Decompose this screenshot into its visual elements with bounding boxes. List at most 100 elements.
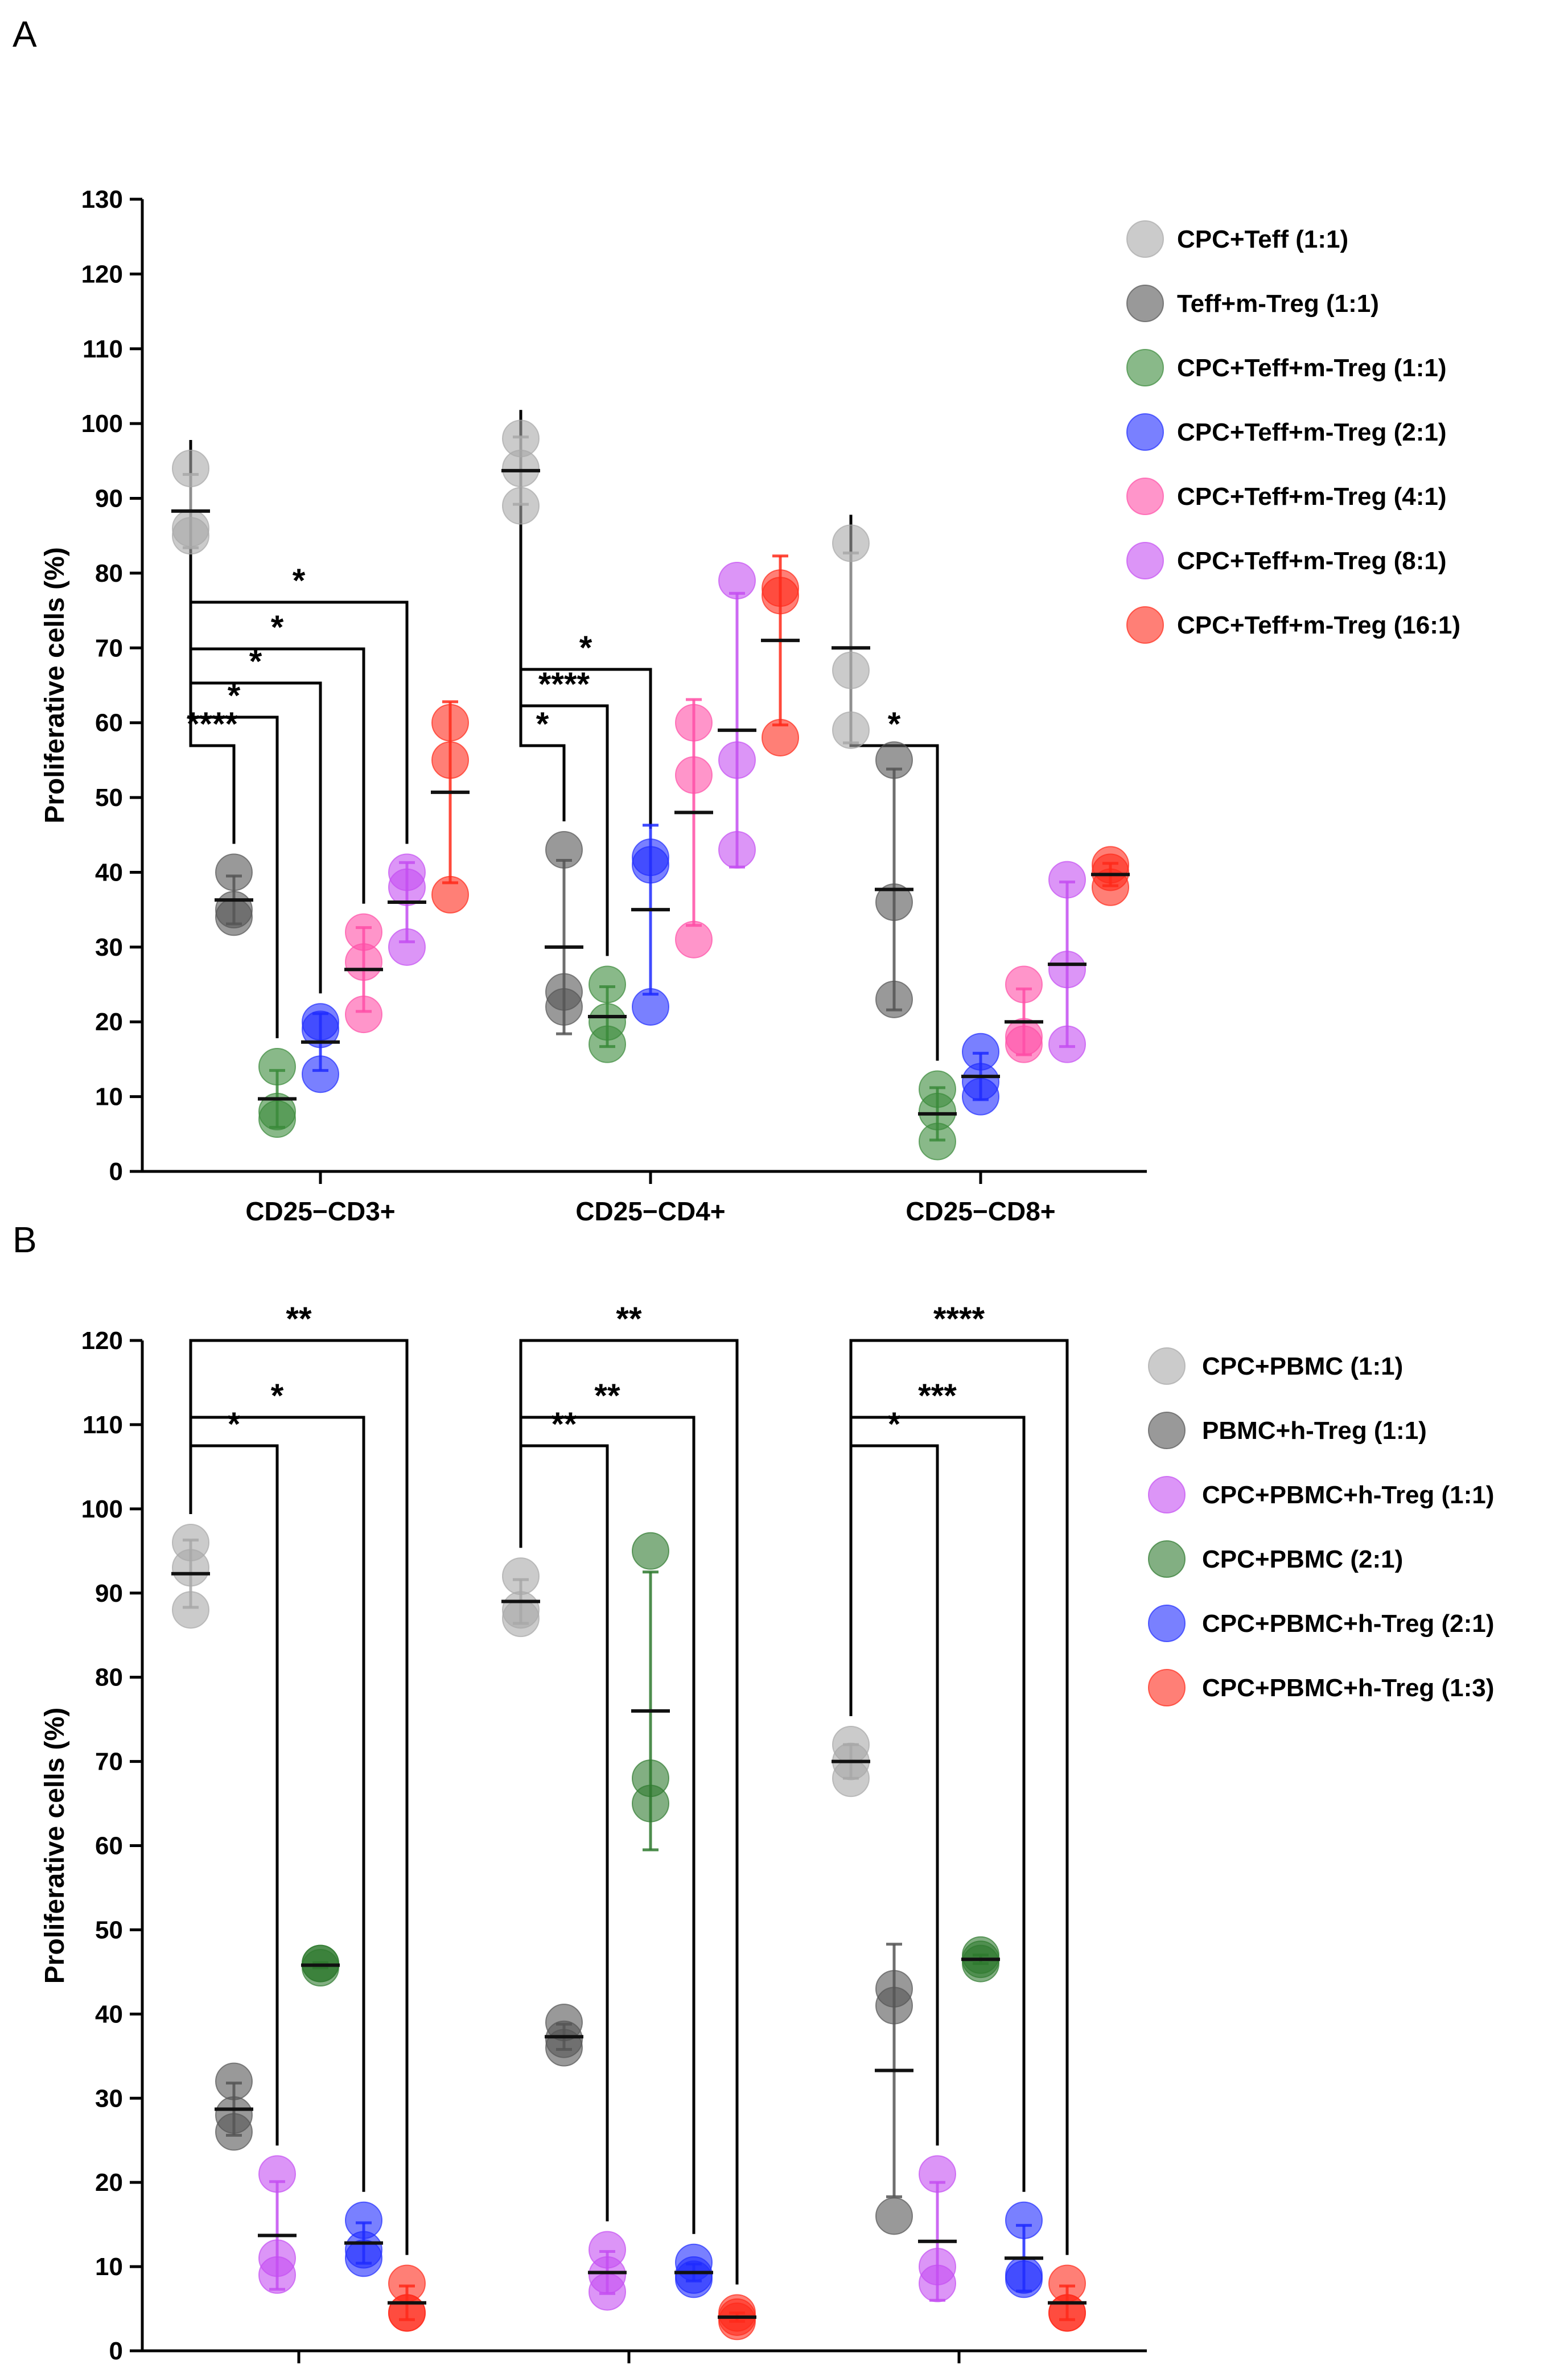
data-point	[919, 2264, 956, 2302]
data-point	[215, 853, 253, 891]
data-point	[962, 1944, 999, 1983]
significance-label: **	[551, 1406, 577, 1443]
legend-marker	[1148, 1605, 1186, 1642]
y-tick-label: 60	[95, 1832, 123, 1860]
panel-a-chart: 0 10 20 30 40 50 60 70 80 90 100 110 120 130 Prolifera…	[40, 186, 1460, 1226]
legend-label: Teff+m-Treg (1:1)	[1177, 290, 1379, 318]
y-tick-label: 20	[95, 1008, 123, 1036]
data-point	[962, 1077, 999, 1116]
legend-label: CPC+PBMC+h-Treg (2:1)	[1202, 1610, 1494, 1638]
data-point	[632, 1784, 669, 1823]
significance-label: *	[249, 643, 262, 680]
legend-marker	[1126, 285, 1164, 322]
data-point	[431, 875, 469, 914]
data-point	[762, 577, 799, 615]
legend-label: CPC+Teff+m-Treg (16:1)	[1177, 611, 1460, 639]
legend-label: CPC+Teff+m-Treg (1:1)	[1177, 354, 1447, 382]
data-point	[545, 988, 583, 1026]
x-category-label: CD25−CD8+	[906, 1196, 1055, 1226]
data-point	[215, 898, 253, 936]
data-point	[675, 704, 713, 742]
data-point	[875, 2197, 913, 2235]
data-point	[832, 1759, 870, 1798]
legend-marker	[1148, 1540, 1186, 1578]
y-tick-label: 120	[81, 260, 123, 288]
data-point	[502, 1599, 540, 1638]
legend-label: CPC+PBMC (1:1)	[1202, 1352, 1403, 1380]
y-tick-label: 110	[83, 1411, 123, 1439]
significance-bracket	[519, 1444, 609, 2222]
legend-label: CPC+PBMC+h-Treg (1:3)	[1202, 1674, 1494, 1702]
legend-marker	[1148, 1412, 1186, 1449]
significance-label: ****	[538, 666, 590, 703]
y-tick-label: 120	[81, 1327, 123, 1355]
y-tick-label: 30	[95, 933, 123, 961]
y-tick-label: 90	[95, 485, 123, 513]
data-point	[632, 846, 669, 884]
data-point	[1048, 951, 1086, 989]
significance-bracket	[189, 1339, 409, 2255]
legend-label: CPC+Teff+m-Treg (4:1)	[1177, 483, 1447, 511]
legend-label: CPC+Teff+m-Treg (8:1)	[1177, 547, 1447, 575]
data-point	[345, 2239, 382, 2277]
data-point	[588, 1025, 626, 1063]
legend-label: PBMC+h-Treg (1:1)	[1202, 1417, 1427, 1445]
panel-letter-a: A	[13, 14, 37, 55]
data-point	[545, 2029, 583, 2067]
data-point	[215, 2113, 253, 2151]
data-point	[1048, 1025, 1086, 1063]
significance-bracket	[189, 439, 236, 844]
y-tick-label: 100	[81, 1495, 123, 1523]
data-point	[875, 883, 913, 922]
panel-b-chart: 0 10 20 30 40 50 60 70 80 90 100 110 120 Proliferativ…	[40, 1301, 1494, 2365]
data-point	[718, 831, 756, 869]
data-point	[431, 704, 469, 742]
y-tick-label: 130	[81, 186, 123, 213]
panel-letter-b: B	[13, 1219, 37, 1260]
y-tick-label: 0	[109, 1158, 123, 1186]
data-point	[345, 943, 382, 981]
significance-label: *	[579, 630, 592, 667]
y-tick-label: 110	[83, 335, 123, 363]
data-point	[431, 741, 469, 779]
data-point	[762, 718, 799, 756]
legend-label: CPC+PBMC (2:1)	[1202, 1545, 1403, 1573]
data-point	[388, 928, 426, 966]
significance-bracket	[849, 1339, 1069, 2255]
legend-marker	[1148, 1476, 1186, 1514]
data-point	[302, 1948, 339, 1987]
significance-label: *	[888, 706, 901, 743]
data-point	[832, 524, 870, 562]
legend-marker	[1148, 1347, 1186, 1385]
data-point	[345, 996, 382, 1034]
data-point	[172, 1549, 209, 1587]
y-tick-label: 10	[95, 2253, 123, 2281]
data-point	[172, 517, 209, 555]
y-tick-label: 30	[95, 2084, 123, 2112]
significance-label: *	[228, 677, 241, 714]
data-point	[302, 1010, 339, 1048]
y-tick-label: 10	[95, 1083, 123, 1111]
data-point	[258, 1100, 296, 1138]
data-point	[258, 2155, 296, 2193]
data-point	[545, 831, 583, 869]
data-point	[1005, 2260, 1043, 2298]
data-point	[258, 1048, 296, 1086]
significance-label: *	[536, 706, 549, 743]
y-tick-label: 50	[95, 1916, 123, 1944]
significance-label: *	[293, 562, 306, 599]
legend-marker	[1148, 1669, 1186, 1706]
significance-label: *	[888, 1406, 901, 1443]
x-category-label: CD25−CD4+	[575, 1196, 725, 1226]
data-point	[258, 2256, 296, 2294]
data-point	[832, 711, 870, 749]
legend-marker	[1126, 478, 1164, 515]
y-tick-label: 100	[81, 410, 123, 438]
data-point	[388, 868, 426, 906]
data-point	[718, 741, 756, 779]
data-point	[502, 487, 540, 525]
data-point	[718, 562, 756, 600]
significance-label: ****	[933, 1301, 985, 1338]
legend-label: CPC+Teff+m-Treg (2:1)	[1177, 418, 1447, 446]
